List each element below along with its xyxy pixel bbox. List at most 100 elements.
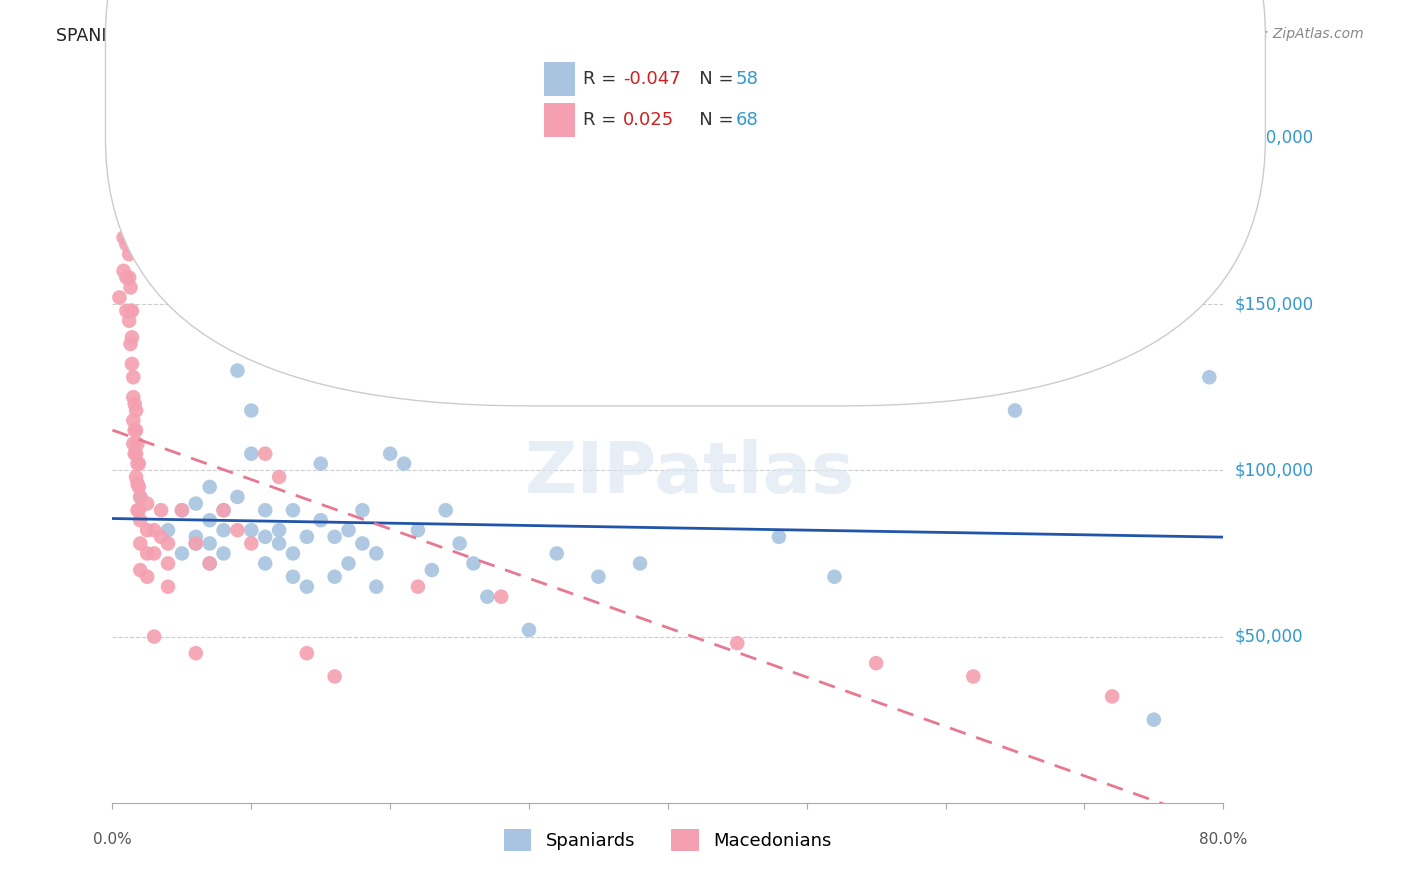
Point [157, 523, 180, 537]
Point [240, 447, 263, 461]
Text: 68: 68 [735, 111, 758, 128]
Point [240, 403, 263, 417]
Point [295, 646, 318, 660]
Point [406, 580, 429, 594]
Point [406, 523, 429, 537]
Point [118, 314, 141, 328]
Point [115, 303, 138, 318]
Point [628, 557, 651, 571]
Point [115, 237, 138, 252]
Point [352, 536, 374, 550]
Point [143, 630, 166, 644]
Point [121, 303, 143, 318]
Point [309, 513, 332, 527]
Point [281, 570, 304, 584]
Point [212, 503, 235, 517]
Point [1198, 370, 1220, 384]
Point [366, 580, 388, 594]
Text: $50,000: $50,000 [1234, 628, 1303, 646]
Point [129, 490, 152, 504]
Point [184, 536, 207, 550]
Point [120, 303, 142, 318]
Point [366, 546, 388, 560]
Point [768, 530, 790, 544]
Point [240, 536, 263, 550]
Point [295, 580, 318, 594]
Point [824, 570, 846, 584]
Point [115, 180, 138, 194]
Point [1004, 403, 1026, 417]
Point [449, 536, 471, 550]
Point [157, 536, 180, 550]
Point [267, 536, 291, 550]
Point [136, 546, 159, 560]
Point [212, 523, 235, 537]
Legend: Spaniards, Macedonians: Spaniards, Macedonians [495, 820, 841, 860]
Point [226, 303, 249, 318]
Point [112, 230, 135, 244]
Point [170, 503, 193, 517]
Point [309, 457, 332, 471]
Point [477, 590, 499, 604]
Point [124, 397, 146, 411]
Text: SPANIARD VS MACEDONIAN HOUSEHOLDER INCOME AGES 45 - 64 YEARS CORRELATION CHART: SPANIARD VS MACEDONIAN HOUSEHOLDER INCOM… [56, 27, 890, 45]
Point [115, 204, 138, 219]
Point [865, 656, 887, 670]
Point [157, 580, 180, 594]
Point [337, 557, 360, 571]
Point [170, 503, 193, 517]
Point [108, 290, 131, 304]
Point [254, 557, 277, 571]
Point [115, 270, 138, 285]
Text: N =: N = [682, 70, 740, 87]
Point [254, 530, 277, 544]
Point [125, 470, 148, 484]
Point [129, 563, 152, 577]
Point [124, 447, 146, 461]
Point [127, 476, 149, 491]
Point [136, 523, 159, 537]
Point [491, 590, 513, 604]
Point [725, 636, 748, 650]
Point [240, 523, 263, 537]
Point [127, 436, 149, 450]
Point [136, 570, 159, 584]
Text: Source: ZipAtlas.com: Source: ZipAtlas.com [1216, 27, 1364, 41]
Point [184, 646, 207, 660]
Point [118, 247, 141, 261]
Point [122, 390, 145, 404]
Point [128, 457, 150, 471]
Point [184, 530, 207, 544]
Point [129, 490, 152, 504]
Text: R =: R = [583, 70, 623, 87]
Point [420, 563, 443, 577]
Point [337, 523, 360, 537]
Point [267, 523, 291, 537]
Point [254, 447, 277, 461]
Point [143, 546, 166, 560]
Point [212, 503, 235, 517]
Point [281, 503, 304, 517]
Point [323, 570, 346, 584]
Point [588, 570, 610, 584]
Text: 80.0%: 80.0% [1199, 832, 1247, 847]
Text: R =: R = [583, 111, 628, 128]
Point [122, 413, 145, 427]
Point [129, 513, 152, 527]
Text: ZIPatlas: ZIPatlas [524, 439, 855, 508]
Point [517, 623, 540, 637]
Point [463, 557, 485, 571]
Point [127, 457, 149, 471]
Point [198, 557, 221, 571]
Point [118, 270, 141, 285]
Point [122, 436, 145, 450]
Text: N =: N = [682, 111, 740, 128]
Point [136, 497, 159, 511]
Text: $200,000: $200,000 [1234, 128, 1313, 147]
Point [434, 503, 457, 517]
Text: 0.0%: 0.0% [93, 832, 132, 847]
Point [380, 447, 402, 461]
Point [125, 403, 148, 417]
Point [184, 497, 207, 511]
Point [150, 530, 173, 544]
